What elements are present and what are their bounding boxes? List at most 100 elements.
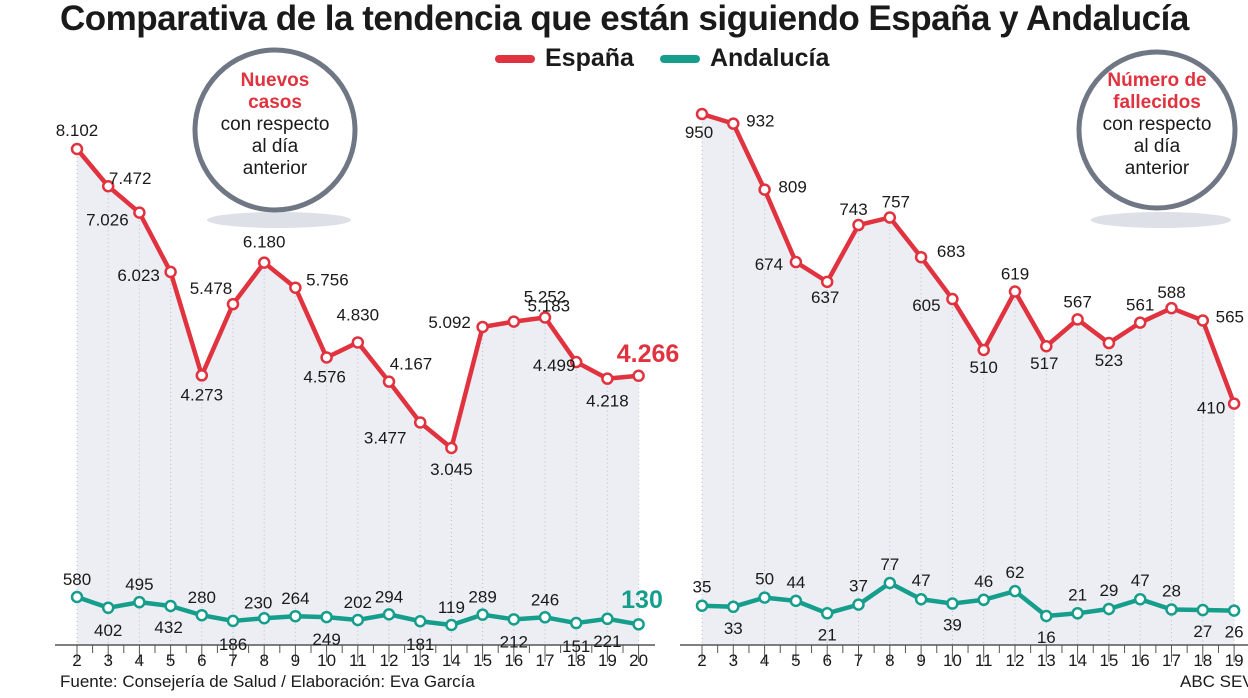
data-label-andalucia: 495: [125, 575, 153, 594]
data-label-andalucia: 432: [154, 618, 182, 637]
legend-item-spain: España: [495, 44, 634, 73]
point-andalucia: [1040, 609, 1053, 623]
data-label-andalucia: 264: [281, 589, 309, 608]
x-tick-label: 14: [442, 651, 461, 670]
data-label-spain: 510: [970, 358, 998, 377]
x-tick-label: 13: [411, 651, 430, 670]
area-spain: [702, 114, 1235, 645]
data-label-spain: 588: [1157, 283, 1185, 302]
data-label-spain: 683: [937, 242, 965, 261]
point-spain: [289, 281, 302, 294]
data-label-spain: 932: [746, 112, 774, 131]
x-tick-label: 13: [1037, 651, 1056, 670]
badge-title: casos: [248, 92, 302, 113]
point-andalucia: [257, 612, 271, 625]
data-label-spain: 6.180: [243, 233, 286, 252]
data-label-spain: 5.092: [428, 313, 471, 332]
data-label-spain: 567: [1063, 292, 1091, 311]
data-label-spain: 410: [1197, 399, 1225, 418]
data-label-andalucia: 37: [849, 577, 868, 596]
data-label-andalucia: 16: [1037, 628, 1056, 647]
point-spain: [946, 292, 959, 306]
data-label-spain: 565: [1216, 308, 1244, 327]
point-andalucia: [70, 590, 84, 604]
data-label-andalucia: 280: [188, 588, 216, 607]
data-label-andalucia: 21: [1068, 585, 1087, 604]
data-label-spain: 4.576: [303, 367, 346, 386]
legend-label-spain: España: [545, 44, 634, 72]
badge-text: al día: [1134, 136, 1181, 157]
data-label-andalucia: 294: [375, 587, 403, 606]
point-spain: [1040, 339, 1053, 353]
data-label-spain: 4.273: [181, 385, 224, 404]
data-label-andalucia: 33: [724, 619, 743, 638]
data-label-andalucia: 221: [593, 632, 621, 651]
point-andalucia: [133, 595, 146, 609]
credit-note: ABC SEV: [1180, 672, 1248, 691]
point-spain: [226, 297, 240, 311]
data-label-andalucia: 181: [406, 635, 434, 654]
data-label-andalucia: 44: [786, 573, 805, 592]
data-label-spain: 4.218: [586, 392, 629, 411]
point-spain: [695, 107, 709, 121]
x-tick-label: 15: [1099, 651, 1118, 670]
legend-label-andalucia: Andalucía: [709, 44, 830, 72]
point-spain: [507, 315, 521, 328]
data-label-spain: 3.045: [430, 460, 473, 479]
point-andalucia: [538, 611, 552, 624]
data-label-andalucia: 46: [974, 572, 993, 591]
point-spain: [538, 311, 552, 324]
point-andalucia: [946, 597, 959, 610]
data-label-andalucia: 402: [94, 621, 122, 640]
chart-panel-2: 2 3 4 5 6 7 8 9 10 11 12 13 14 15 16 17 18 19950359323380…: [680, 49, 1248, 670]
data-label-andalucia: 580: [63, 570, 91, 589]
chart-panel-1: 2 3 4 5 6 7 8 9 10 11 12 13 14 15 16 17 18 19 20 8.102 580 7.…: [55, 47, 679, 670]
x-tick-label: 3: [729, 651, 738, 670]
point-spain: [977, 343, 990, 357]
point-spain: [257, 256, 271, 269]
point-andalucia: [695, 599, 709, 612]
data-label-spain: 4.499: [533, 356, 576, 375]
point-andalucia: [413, 614, 427, 628]
point-andalucia: [758, 591, 771, 604]
point-spain: [1102, 336, 1116, 350]
data-label-andalucia: 62: [1006, 563, 1025, 582]
x-tick-label: 4: [760, 651, 769, 670]
badge-title: Número de: [1107, 70, 1206, 91]
point-spain: [1133, 316, 1147, 329]
badge-text: con respecto: [1103, 114, 1212, 135]
point-andalucia: [1071, 607, 1084, 620]
point-spain: [351, 336, 365, 349]
data-label-spain: 5.478: [190, 279, 233, 298]
point-spain: [852, 218, 865, 232]
x-tick-label: 16: [504, 651, 523, 670]
x-tick-label: 16: [1131, 651, 1150, 670]
x-tick-label: 12: [1006, 651, 1025, 670]
point-spain: [601, 372, 614, 385]
x-tick-label: 2: [697, 651, 706, 670]
x-tick-label: 14: [1068, 651, 1087, 670]
badge-shadow: [207, 212, 351, 228]
point-andalucia: [789, 594, 803, 608]
x-tick-label: 17: [1162, 651, 1181, 670]
x-tick-label: 5: [791, 651, 800, 670]
data-label-andalucia: 77: [880, 555, 899, 574]
data-label-spain: 7.026: [86, 211, 129, 230]
point-andalucia: [601, 612, 614, 626]
x-tick-label: 7: [854, 651, 863, 670]
data-label-andalucia: 246: [531, 590, 559, 609]
point-andalucia: [852, 598, 865, 611]
data-label-spain: 809: [778, 178, 806, 197]
point-andalucia: [164, 599, 177, 613]
data-label-spain: 757: [882, 193, 910, 212]
x-tick-label: 5: [166, 651, 175, 670]
point-andalucia: [1196, 603, 1210, 617]
point-andalucia: [914, 592, 928, 606]
data-label-spain: 4.167: [390, 355, 433, 374]
data-label-andalucia: 29: [1099, 581, 1118, 600]
data-label-spain: 7.472: [109, 169, 152, 188]
point-spain: [1071, 313, 1084, 326]
data-label-andalucia: 151: [562, 637, 590, 656]
x-tick-label: 19: [1225, 651, 1244, 670]
data-label-andalucia: 28: [1162, 582, 1181, 601]
